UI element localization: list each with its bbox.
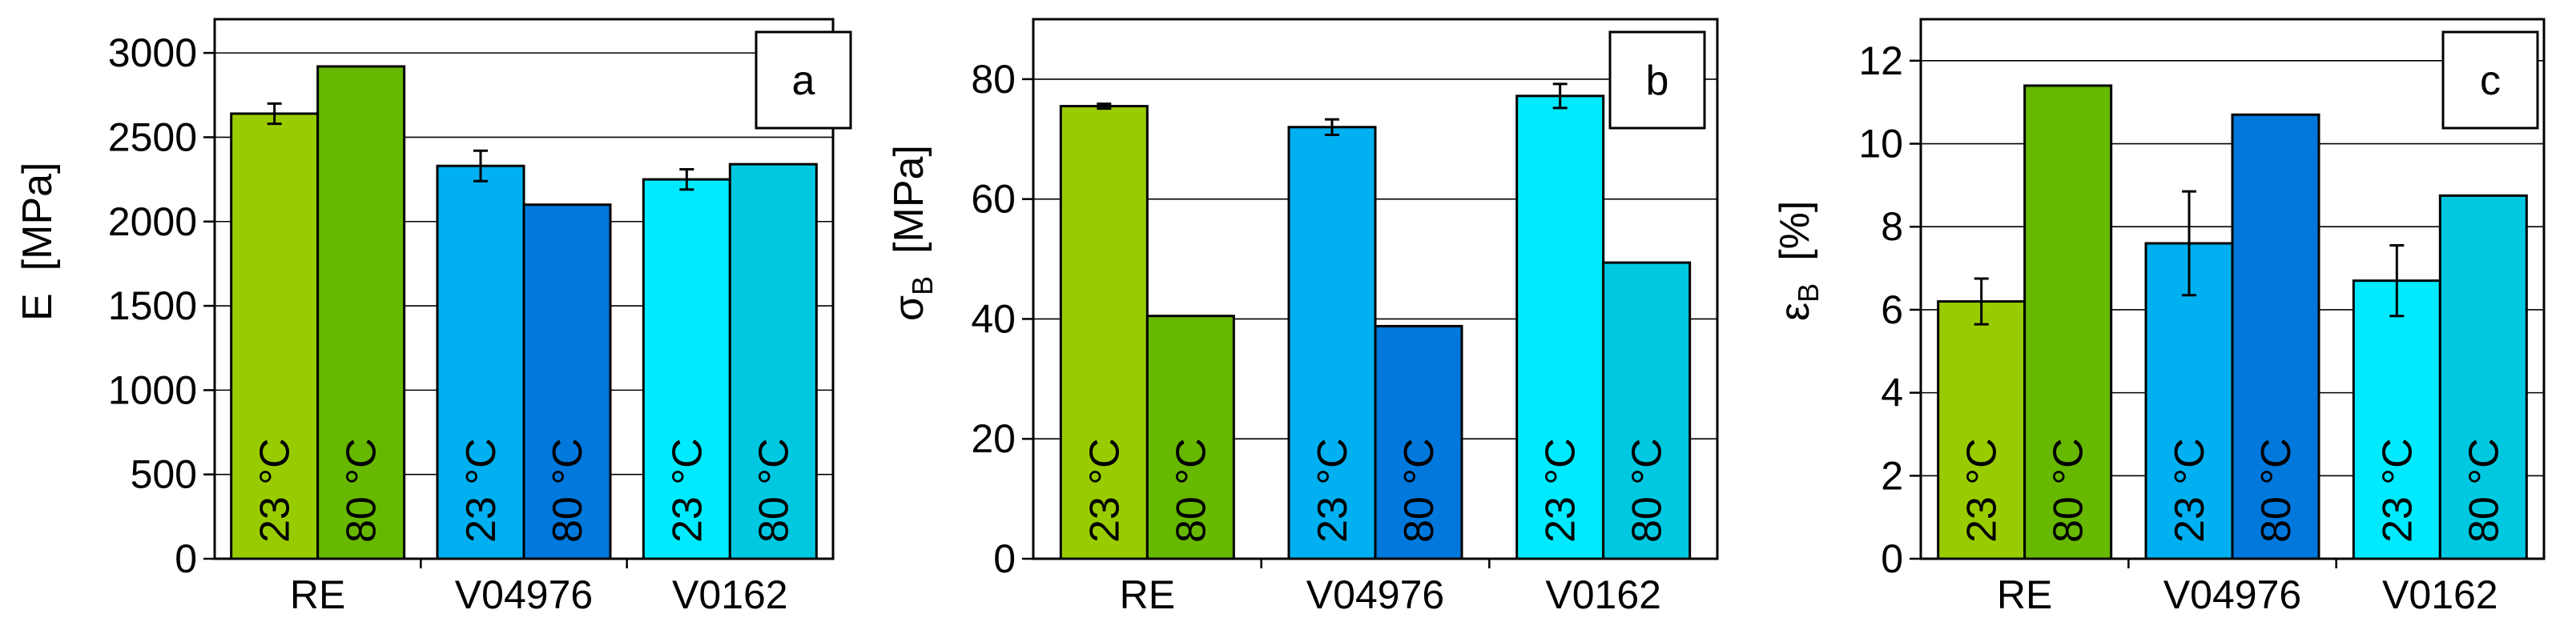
bar-80c-v0162 <box>728 163 818 560</box>
y-tick-label: 4 <box>1881 371 1903 415</box>
bar-80c-v04976 <box>1374 324 1463 560</box>
panel-tag-box <box>1608 30 1706 130</box>
bar-temperature-label: 23 °C <box>2167 438 2213 543</box>
y-tick-label: 2500 <box>108 114 197 159</box>
y-tick-label: 12 <box>1858 38 1903 83</box>
y-tick-label: 60 <box>971 177 1016 222</box>
panel-tag-box <box>755 30 852 130</box>
bar-temperature-label: 80 °C <box>1168 438 1214 543</box>
y-tick-label: 20 <box>971 416 1016 461</box>
bar-23c-re <box>1937 300 2027 560</box>
plot-frame <box>1919 18 2546 560</box>
y-axis-unit: [MPa] <box>886 145 932 254</box>
y-axis-subscript: B <box>906 276 939 295</box>
panel-tag: b <box>1646 58 1669 104</box>
bar-temperature-label: 23 °C <box>664 438 710 543</box>
y-tick-label: 2 <box>1881 453 1903 498</box>
panel-c: 0 2 4 6 8 10 12 23 °C 80 °C RE 23 °C 80 °C V04976 23 … <box>1772 18 2546 617</box>
bar-80c-re <box>2023 84 2113 560</box>
panel-a: 0 500 1000 1500 2000 2500 3000 23 °C 80 °C RE 23 °… <box>14 18 852 617</box>
panel-tag: c <box>2480 58 2501 104</box>
y-tick-label: 0 <box>175 536 197 581</box>
y-axis-unit: [%] <box>1772 201 1818 261</box>
y-tick-label: 500 <box>131 452 197 497</box>
bar-temperature-label: 80 °C <box>1396 438 1443 543</box>
bar-80c-re <box>1145 315 1235 560</box>
bar-23c-v0162 <box>1515 94 1605 560</box>
y-tick-label: 0 <box>1881 536 1903 581</box>
bar-temperature-label: 23 °C <box>252 438 299 543</box>
panel-tag: a <box>792 58 815 104</box>
bar-temperature-label: 80 °C <box>2461 438 2507 543</box>
bar-temperature-label: 23 °C <box>1959 438 2006 543</box>
bar-80c-v0162 <box>2438 194 2528 560</box>
y-axis-label: σB [MPa] <box>886 145 939 321</box>
bar-temperature-label: 80 °C <box>1624 438 1671 543</box>
bar-temperature-label: 23 °C <box>1538 438 1584 543</box>
bar-temperature-label: 80 °C <box>545 438 591 543</box>
x-category-label: RE <box>1120 572 1175 617</box>
panel-tag-box <box>2441 30 2539 130</box>
x-category-label: V0162 <box>1545 572 1661 617</box>
x-category-label: V04976 <box>2163 572 2301 617</box>
y-axis-symbol: E <box>14 293 61 321</box>
x-category-label: V0162 <box>672 572 788 617</box>
y-tick-label: 80 <box>971 57 1016 102</box>
y-axis-subscript: B <box>1792 283 1825 303</box>
y-axis-unit: [MPa] <box>14 162 61 271</box>
bar-temperature-label: 80 °C <box>339 438 385 543</box>
y-tick-label: 3000 <box>108 30 197 75</box>
bar-temperature-label: 23 °C <box>1310 438 1356 543</box>
y-axis-symbol: σ <box>886 295 932 321</box>
y-axis-label: E [MPa] <box>14 162 61 321</box>
y-tick-label: 6 <box>1881 287 1903 332</box>
y-axis-label: εB [%] <box>1772 201 1825 321</box>
y-axis-symbol: ε <box>1772 303 1818 321</box>
x-category-label: V0162 <box>2382 572 2498 617</box>
y-tick-label: 8 <box>1881 204 1903 249</box>
bar-23c-v04976 <box>1287 126 1377 560</box>
x-category-label: RE <box>290 572 345 617</box>
bar-temperature-label: 23 °C <box>1081 438 1128 543</box>
bar-80c-v04976 <box>522 203 612 560</box>
y-tick-label: 2000 <box>108 199 197 244</box>
plot-frame <box>213 18 835 560</box>
y-tick-label: 1500 <box>108 283 197 328</box>
y-tick-label: 1000 <box>108 367 197 412</box>
bar-temperature-label: 23 °C <box>458 438 505 543</box>
bar-temperature-label: 80 °C <box>2046 438 2092 543</box>
y-tick-label: 0 <box>993 536 1016 581</box>
plot-frame <box>1032 18 1719 560</box>
panel-b: 0 20 40 60 80 23 °C 80 °C RE 23 °C 80 °C V04976 23 … <box>886 18 1719 617</box>
x-category-label: V04976 <box>455 572 593 617</box>
y-tick-label: 40 <box>971 296 1016 341</box>
x-category-label: RE <box>1997 572 2052 617</box>
y-tick-label: 10 <box>1858 122 1903 167</box>
bar-temperature-label: 80 °C <box>2253 438 2300 543</box>
bar-temperature-label: 80 °C <box>751 438 797 543</box>
x-category-label: V04976 <box>1306 572 1444 617</box>
bar-temperature-label: 23 °C <box>2374 438 2421 543</box>
